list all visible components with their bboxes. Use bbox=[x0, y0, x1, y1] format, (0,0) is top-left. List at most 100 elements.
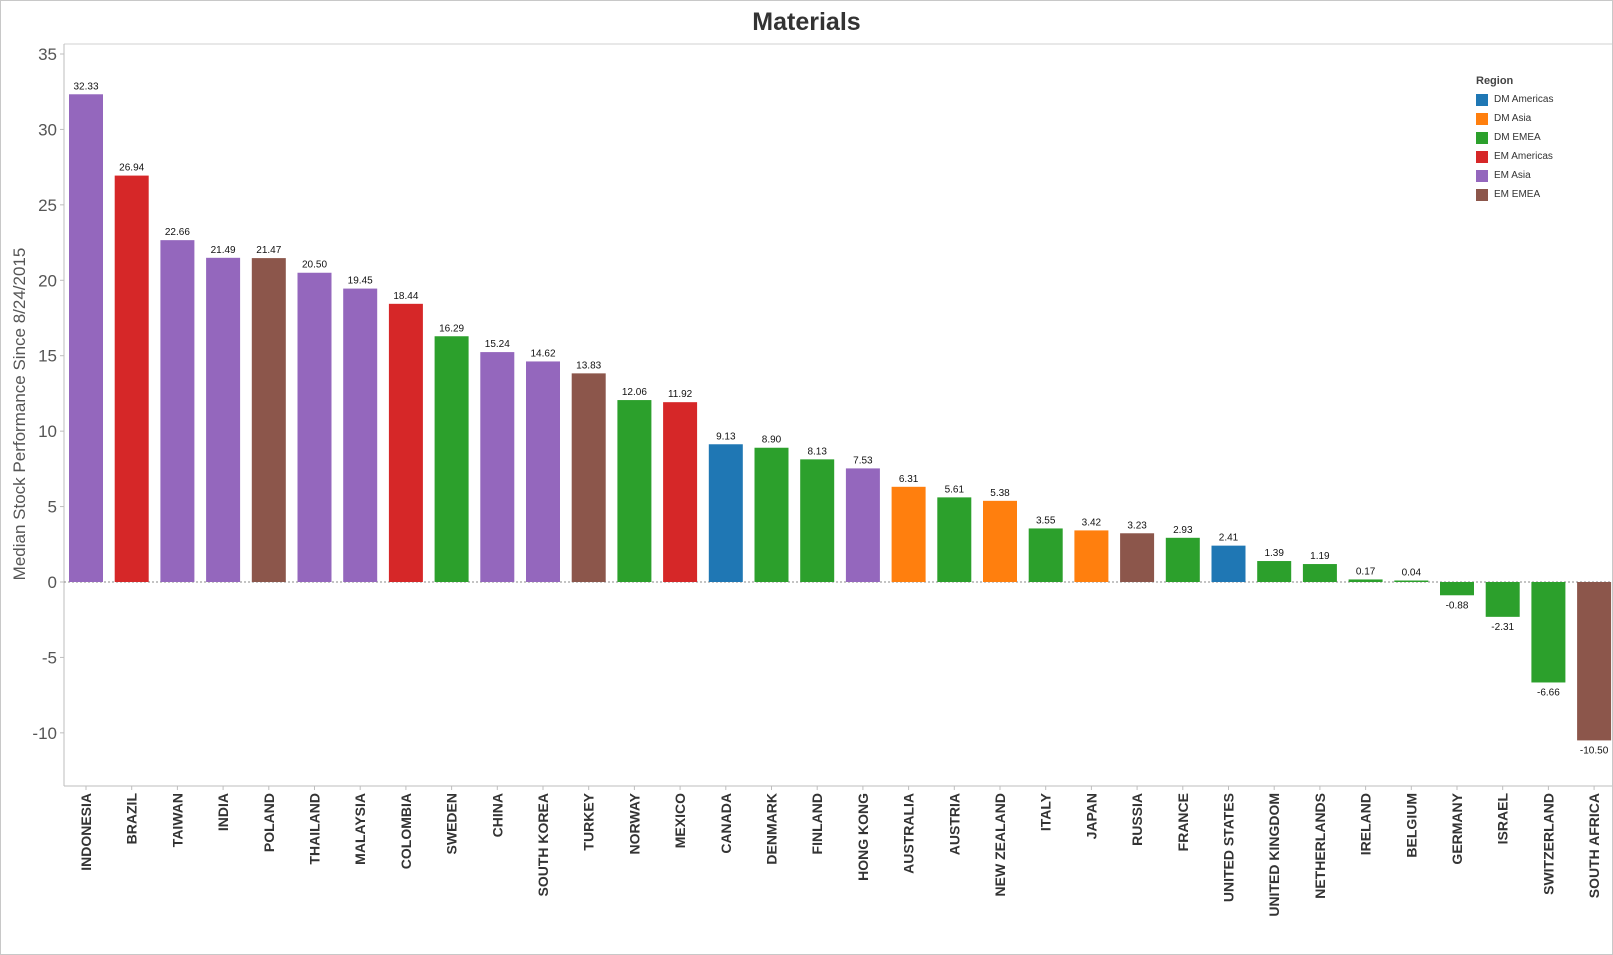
bar-france[interactable] bbox=[1165, 537, 1200, 582]
data-label: 20.50 bbox=[302, 260, 327, 271]
legend: Region DM Americas DM Asia DM EMEA EM Ameri… bbox=[1476, 75, 1553, 204]
bar-australia[interactable] bbox=[891, 486, 926, 582]
category-label: BRAZIL bbox=[124, 793, 140, 845]
data-label: -10.50 bbox=[1580, 745, 1609, 756]
bar-russia[interactable] bbox=[1120, 533, 1155, 582]
bar-taiwan[interactable] bbox=[160, 240, 195, 582]
bar-thailand[interactable] bbox=[297, 272, 332, 582]
bar-turkey[interactable] bbox=[571, 373, 606, 582]
bar-austria[interactable] bbox=[937, 497, 972, 582]
y-tick-label: -5 bbox=[42, 648, 57, 667]
legend-item[interactable]: DM Americas bbox=[1476, 90, 1553, 109]
bar-denmark[interactable] bbox=[754, 447, 789, 582]
category-label: SOUTH KOREA bbox=[535, 793, 551, 896]
bar-china[interactable] bbox=[480, 352, 515, 582]
bar-netherlands[interactable] bbox=[1302, 564, 1337, 582]
bar-new-zealand[interactable] bbox=[983, 500, 1017, 582]
legend-item[interactable]: DM EMEA bbox=[1476, 128, 1553, 147]
data-label: 9.13 bbox=[716, 431, 736, 442]
category-label: HONG KONG bbox=[855, 793, 871, 881]
bar-indonesia[interactable] bbox=[69, 94, 103, 582]
category-label: INDIA bbox=[215, 793, 231, 831]
data-label: -6.66 bbox=[1537, 687, 1560, 698]
category-label: FINLAND bbox=[809, 793, 825, 854]
category-label: UNITED STATES bbox=[1221, 793, 1237, 902]
legend-label: DM EMEA bbox=[1494, 132, 1541, 143]
category-label: UNITED KINGDOM bbox=[1266, 793, 1282, 917]
y-tick-label: 15 bbox=[38, 347, 57, 366]
category-label: AUSTRALIA bbox=[901, 793, 917, 874]
category-label: TURKEY bbox=[581, 792, 597, 850]
data-label: 22.66 bbox=[165, 227, 190, 238]
bar-mexico[interactable] bbox=[663, 402, 698, 582]
data-label: 21.47 bbox=[256, 245, 281, 256]
data-label: 3.23 bbox=[1127, 520, 1147, 531]
legend-swatch bbox=[1476, 150, 1488, 163]
category-label: THAILAND bbox=[307, 793, 323, 865]
bar-united-kingdom[interactable] bbox=[1257, 561, 1292, 582]
category-label: COLOMBIA bbox=[398, 793, 414, 869]
category-label: SWITZERLAND bbox=[1540, 793, 1556, 895]
data-label: 2.93 bbox=[1173, 525, 1193, 536]
data-label: 16.29 bbox=[439, 323, 464, 334]
bar-italy[interactable] bbox=[1028, 528, 1063, 582]
data-label: 0.17 bbox=[1356, 566, 1376, 577]
data-label: 3.55 bbox=[1036, 515, 1056, 526]
data-label: 26.94 bbox=[119, 163, 144, 174]
bar-united-states[interactable] bbox=[1211, 545, 1246, 582]
bar-india[interactable] bbox=[206, 257, 241, 582]
bar-switzerland[interactable] bbox=[1531, 582, 1566, 683]
bar-south-korea[interactable] bbox=[526, 361, 560, 582]
category-label: NEW ZEALAND bbox=[992, 793, 1008, 896]
bar-finland[interactable] bbox=[800, 459, 835, 582]
category-label: MEXICO bbox=[672, 793, 688, 848]
category-label: NORWAY bbox=[626, 792, 642, 854]
category-label: IRELAND bbox=[1358, 793, 1374, 855]
y-axis-label: Median Stock Performance Since 8/24/2015 bbox=[10, 248, 29, 581]
bar-sweden[interactable] bbox=[434, 336, 469, 582]
category-label: TAIWAN bbox=[169, 793, 185, 847]
legend-label: DM Americas bbox=[1494, 94, 1554, 105]
bar-germany[interactable] bbox=[1440, 582, 1474, 596]
bar-malaysia[interactable] bbox=[343, 288, 378, 582]
category-label: GERMANY bbox=[1449, 792, 1465, 864]
data-label: 7.53 bbox=[853, 455, 873, 466]
data-label: 12.06 bbox=[622, 387, 647, 398]
data-label: 8.13 bbox=[807, 446, 827, 457]
category-labels-group: INDONESIA BRAZIL TAIWAN INDIA POLAND THAILAND… bbox=[78, 786, 1602, 917]
legend-swatch bbox=[1476, 131, 1488, 144]
data-label: 32.33 bbox=[73, 81, 98, 92]
bar-ireland[interactable] bbox=[1348, 579, 1383, 582]
legend-item[interactable]: DM Asia bbox=[1476, 109, 1553, 128]
y-tick-label: 35 bbox=[38, 45, 57, 64]
category-label: SWEDEN bbox=[444, 793, 460, 854]
data-label: -2.31 bbox=[1491, 622, 1514, 633]
data-label: 5.61 bbox=[945, 484, 965, 495]
bar-japan[interactable] bbox=[1074, 530, 1109, 582]
data-label: 0.04 bbox=[1402, 568, 1422, 579]
bar-israel[interactable] bbox=[1485, 582, 1520, 617]
category-label: CHINA bbox=[489, 793, 505, 837]
bar-belgium[interactable] bbox=[1394, 580, 1429, 583]
bar-colombia[interactable] bbox=[388, 303, 423, 582]
data-label: 11.92 bbox=[668, 389, 693, 400]
category-label: JAPAN bbox=[1083, 793, 1099, 839]
category-label: RUSSIA bbox=[1129, 793, 1145, 846]
bar-south-africa[interactable] bbox=[1577, 582, 1612, 741]
legend-item[interactable]: EM Americas bbox=[1476, 147, 1553, 166]
bar-norway[interactable] bbox=[617, 400, 652, 582]
bar-brazil[interactable] bbox=[114, 175, 149, 582]
legend-item[interactable]: EM Asia bbox=[1476, 166, 1553, 185]
bar-poland[interactable] bbox=[251, 258, 286, 582]
y-tick-label: 30 bbox=[38, 120, 57, 139]
legend-swatch bbox=[1476, 112, 1488, 125]
bar-hong-kong[interactable] bbox=[845, 468, 880, 582]
bar-canada[interactable] bbox=[708, 444, 743, 582]
legend-swatch bbox=[1476, 169, 1488, 182]
legend-item[interactable]: EM EMEA bbox=[1476, 185, 1553, 204]
data-label: 6.31 bbox=[899, 474, 919, 485]
data-label: 2.41 bbox=[1219, 533, 1239, 544]
data-label: 13.83 bbox=[576, 360, 601, 371]
legend-label: EM EMEA bbox=[1494, 189, 1541, 200]
